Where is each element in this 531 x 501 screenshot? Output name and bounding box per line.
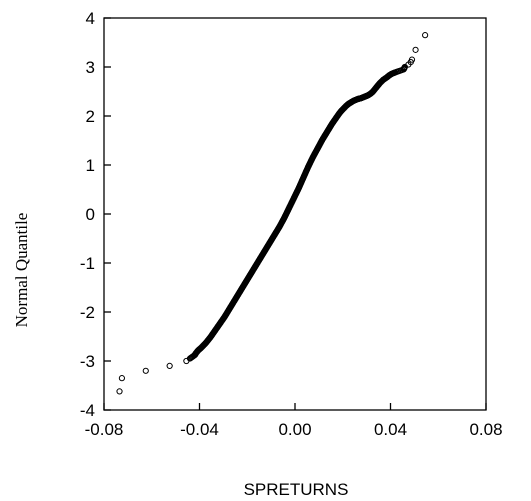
data-point <box>401 64 408 71</box>
plot-frame <box>103 17 487 411</box>
x-axis-label: SPRETURNS <box>244 480 349 499</box>
data-point <box>118 375 126 382</box>
y-tick-label: 1 <box>86 156 95 175</box>
data-point <box>412 46 419 53</box>
x-tick-label: 0.04 <box>374 420 407 439</box>
x-tick-label: -0.08 <box>85 420 124 439</box>
y-tick-label: -2 <box>80 303 95 322</box>
data-point <box>408 56 416 63</box>
x-tick-label: 0.00 <box>278 420 311 439</box>
y-tick-label: 2 <box>86 107 95 126</box>
axis-ticks <box>103 17 487 411</box>
y-tick-label: 3 <box>86 58 95 77</box>
y-axis-label: Normal Quantile <box>12 213 31 328</box>
data-point <box>166 362 173 369</box>
x-tick-label: 0.08 <box>469 420 502 439</box>
data-point <box>116 388 123 395</box>
y-tick-label: -3 <box>80 352 95 371</box>
y-tick-labels: -4 -3 -2 -1 0 1 2 3 4 <box>80 9 95 420</box>
data-point <box>142 367 149 374</box>
data-points <box>116 32 429 395</box>
y-tick-label: -1 <box>80 254 95 273</box>
x-tick-labels: -0.08 -0.04 0.00 0.04 0.08 <box>85 420 503 439</box>
data-point <box>422 32 429 39</box>
x-tick-label: -0.04 <box>180 420 219 439</box>
y-tick-label: -4 <box>80 401 95 420</box>
y-tick-label: 4 <box>86 9 95 28</box>
y-tick-label: 0 <box>86 205 95 224</box>
